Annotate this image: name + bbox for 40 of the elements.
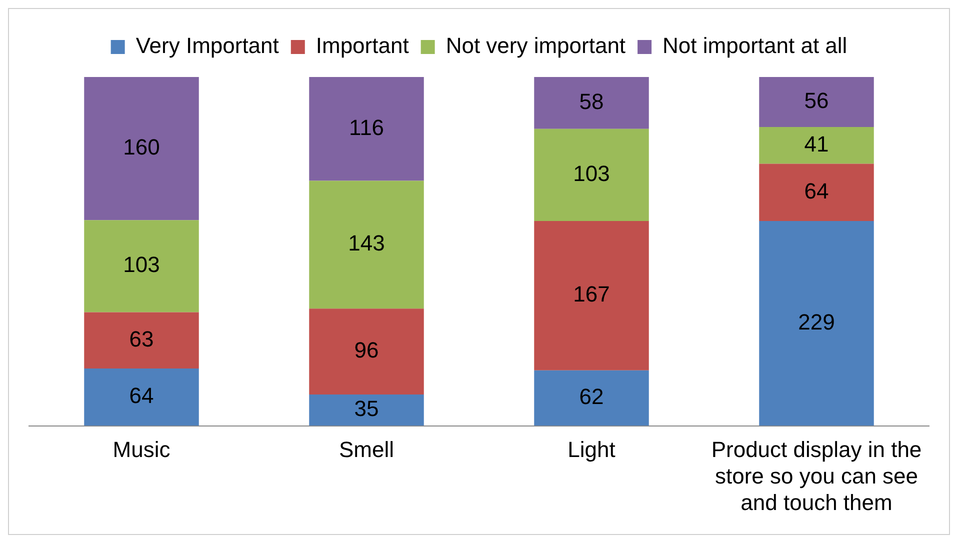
data-label: 64 — [804, 178, 829, 204]
bar — [84, 76, 199, 220]
bar — [84, 312, 199, 369]
data-label: 63 — [129, 326, 154, 352]
data-label: 143 — [348, 230, 385, 256]
legend-label: Very Important — [136, 33, 279, 58]
bar — [309, 76, 424, 181]
data-label: 62 — [579, 384, 604, 410]
data-label: 41 — [804, 131, 829, 156]
data-label: 167 — [573, 282, 610, 307]
x-tick-label: Product display in the store so you can see and touch them — [711, 437, 922, 515]
data-label: 96 — [354, 338, 379, 363]
bar — [534, 76, 649, 129]
data-label: 116 — [348, 114, 384, 140]
bar — [759, 220, 874, 426]
bar — [759, 127, 874, 164]
legend-label: Not important at all — [662, 33, 848, 58]
bar — [84, 368, 199, 426]
data-label: 35 — [354, 396, 379, 422]
legend-label: Important — [316, 33, 409, 58]
bar — [309, 394, 424, 426]
x-tick-label: Smell — [338, 437, 394, 462]
bar — [309, 180, 424, 309]
data-label: 64 — [129, 383, 154, 408]
bar — [534, 128, 649, 221]
bar — [309, 308, 424, 394]
legend-label: Not very important — [446, 33, 626, 58]
bar — [534, 220, 649, 370]
data-label: 103 — [123, 252, 160, 278]
bar — [759, 76, 874, 128]
x-tick-label: Light — [568, 437, 616, 462]
data-label: 103 — [573, 160, 610, 186]
data-label: 160 — [123, 134, 160, 160]
bar — [84, 220, 199, 312]
x-tick-label: Music — [112, 437, 170, 462]
data-label: 56 — [804, 88, 829, 114]
data-label: 229 — [798, 309, 835, 334]
bar — [759, 164, 874, 221]
bar — [534, 370, 649, 426]
data-label: 58 — [579, 88, 604, 114]
